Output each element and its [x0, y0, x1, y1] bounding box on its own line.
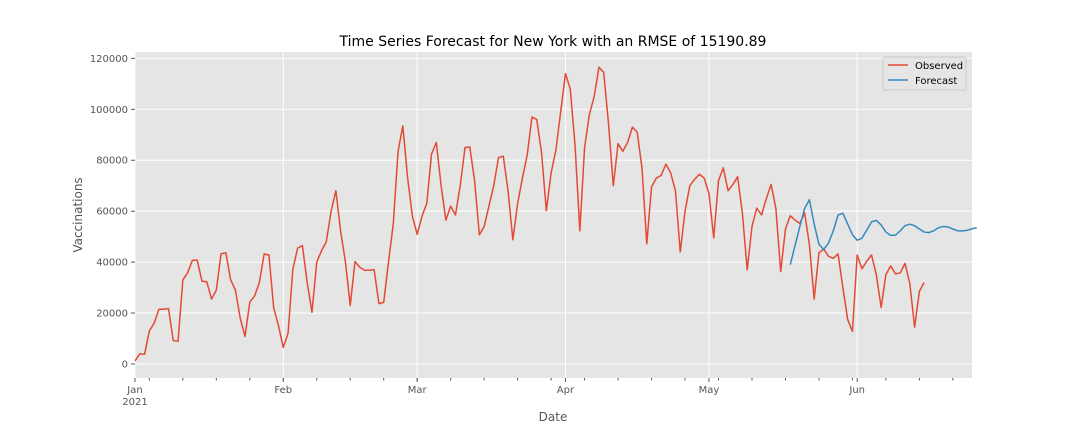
- plot-background: [135, 52, 972, 378]
- chart-title: Time Series Forecast for New York with a…: [339, 34, 767, 50]
- x-tick-label: May: [699, 385, 720, 396]
- y-tick-label: 100000: [90, 105, 128, 116]
- series-line-observed: [134, 66, 925, 362]
- legend-observed-label: Observed: [915, 61, 963, 72]
- series-line-forecast: [789, 198, 977, 265]
- y-tick-label: 20000: [96, 309, 128, 320]
- x-tick-label: Apr: [557, 385, 575, 396]
- x-tick-label: Mar: [408, 385, 428, 396]
- series-lines: [134, 66, 977, 362]
- y-tick-label: 0: [122, 359, 128, 370]
- x-tick-sublabel: 2021: [122, 397, 147, 408]
- y-tick-label: 40000: [96, 258, 128, 269]
- x-tick-label: Jan: [126, 385, 142, 396]
- y-tick-label: 80000: [96, 156, 128, 167]
- legend: Observed Forecast: [882, 56, 967, 91]
- x-tick-label: Jun: [848, 385, 865, 396]
- x-tick-label: Feb: [274, 385, 292, 396]
- y-tick-label: 120000: [90, 54, 128, 65]
- x-axis-label: Date: [539, 410, 568, 424]
- y-tick-label: 60000: [96, 207, 128, 218]
- y-axis-label: Vaccinations: [71, 177, 85, 252]
- y-axis-ticks: 0 20000 40000 60000 80000 100000 120000: [90, 54, 135, 370]
- legend-forecast-label: Forecast: [915, 76, 957, 87]
